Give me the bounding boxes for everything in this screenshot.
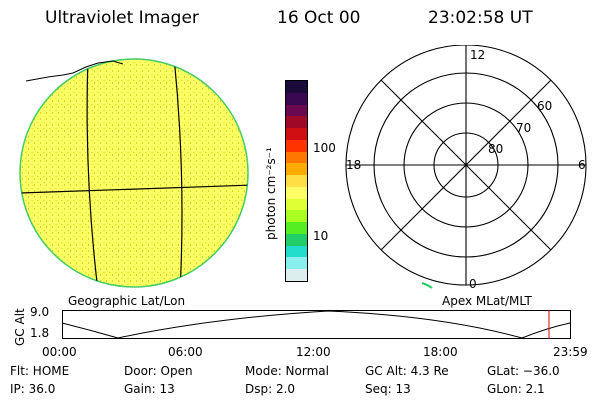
altitude-axis-label: GC Alt (13, 308, 27, 346)
colorbar-unit-label: photon cm⁻²s⁻¹ (264, 147, 278, 240)
colorbar-segment (286, 163, 307, 176)
altitude-curve (62, 310, 571, 339)
status-gain: Gain: 13 (124, 382, 175, 396)
colorbar-segment (286, 139, 307, 152)
colorbar-segment (286, 186, 307, 199)
colorbar-segment (286, 92, 307, 105)
status-seq: Seq: 13 (365, 382, 411, 396)
colorbar-segment (286, 198, 307, 211)
lat-label-60: 60 (537, 99, 552, 113)
colorbar-tick-10: 10 (313, 229, 329, 243)
status-mode: Mode: Normal (245, 364, 329, 378)
colorbar (285, 80, 308, 282)
status-flt: Flt: HOME (10, 364, 70, 378)
time-tick-1800: 18:00 (423, 345, 458, 359)
colorbar-segment (286, 269, 307, 282)
polar-data-sliver (421, 282, 433, 289)
polar-mlt-plot: 12 18 6 0 60 70 80 (345, 45, 587, 290)
time-tick-2359: 23:59 (553, 345, 588, 359)
observation-time: 23:02:58 UT (428, 8, 533, 28)
mlt-label-12: 12 (470, 48, 485, 62)
status-ip: IP: 36.0 (10, 382, 56, 396)
status-gc-alt: GC Alt: 4.3 Re (365, 364, 449, 378)
colorbar-segment (286, 245, 307, 258)
mlt-label-18: 18 (346, 158, 361, 172)
earth-disk-image (19, 58, 249, 288)
altitude-tick-max: 9.0 (30, 305, 50, 319)
lat-label-80: 80 (488, 142, 503, 156)
apex-map-label: Apex MLat/MLT (442, 294, 532, 308)
instrument-title: Ultraviolet Imager (45, 8, 199, 28)
time-tick-0600: 06:00 (168, 345, 203, 359)
altitude-plot (62, 310, 571, 339)
altitude-tick-min: 1.8 (30, 326, 50, 340)
time-tick-1200: 12:00 (296, 345, 331, 359)
geographic-map-label: Geographic Lat/Lon (68, 294, 186, 308)
status-glat: GLat: −36.0 (487, 364, 560, 378)
colorbar-segment (286, 175, 307, 187)
colorbar-segment (286, 128, 307, 140)
colorbar-tick-100: 100 (313, 141, 336, 155)
polar-diagonal-2 (380, 79, 552, 251)
lat-lon-grid (20, 59, 248, 287)
coastline-trace (25, 60, 124, 82)
colorbar-segment (286, 257, 307, 270)
time-tick-0000: 00:00 (42, 345, 77, 359)
colorbar-segment (286, 151, 307, 164)
status-glon: GLon: 2.1 (487, 382, 545, 396)
colorbar-segment (286, 233, 307, 246)
lat-label-70: 70 (516, 121, 531, 135)
colorbar-segment (286, 210, 307, 223)
mlt-label-6: 6 (578, 158, 586, 172)
observation-date: 16 Oct 00 (277, 8, 361, 28)
colorbar-segment (286, 116, 307, 129)
status-door: Door: Open (124, 364, 193, 378)
mlt-label-0: 0 (469, 277, 477, 290)
colorbar-segment (286, 222, 307, 234)
status-dsp: Dsp: 2.0 (245, 382, 296, 396)
colorbar-segment (286, 81, 307, 93)
disk-fill (19, 58, 249, 288)
colorbar-segment (286, 104, 307, 117)
